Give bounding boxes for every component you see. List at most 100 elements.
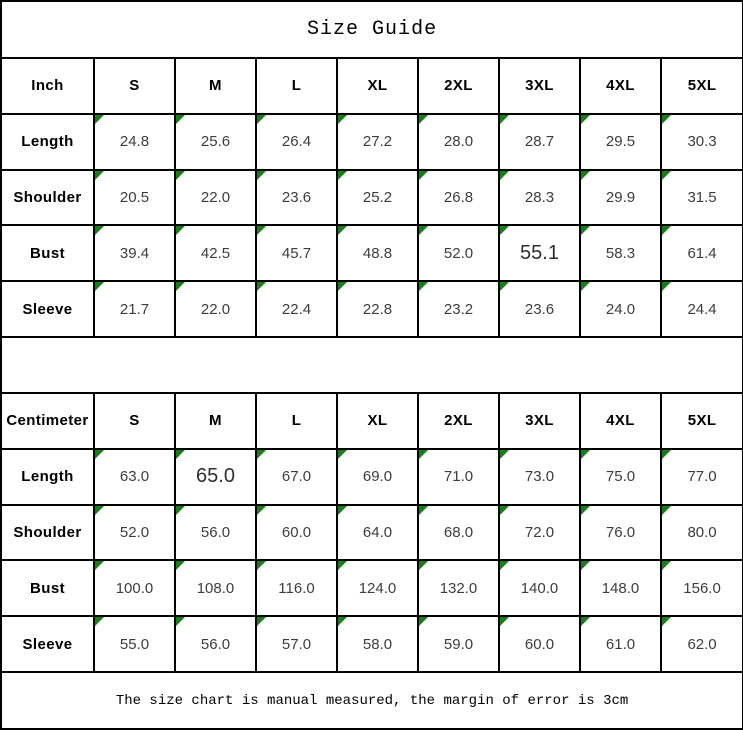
table-row: Shoulder 20.5 22.0 23.6 25.2 26.8 28.3 29.9 31.5 bbox=[0, 168, 743, 227]
unit-header-cell: Centimeter bbox=[0, 391, 95, 450]
table-row: Bust 39.4 42.5 45.7 48.8 52.0 55.1 58.3 61.4 bbox=[0, 224, 743, 283]
green-corner-marker-icon bbox=[258, 450, 266, 459]
size-value-text: 55.0 bbox=[119, 635, 150, 653]
size-value-text: 67.0 bbox=[281, 468, 312, 486]
title-row: Size Guide bbox=[0, 0, 743, 59]
size-value-cell: 22.0 bbox=[174, 280, 257, 339]
measure-label-cell: Sleeve bbox=[0, 280, 95, 339]
size-value-cell: 48.8 bbox=[336, 224, 419, 283]
size-value-cell: 80.0 bbox=[659, 503, 743, 562]
size-header-cell: 5XL bbox=[659, 391, 743, 450]
size-value-cell: 31.5 bbox=[659, 168, 743, 227]
size-value-cell: 71.0 bbox=[417, 447, 500, 506]
green-corner-marker-icon bbox=[339, 562, 347, 571]
size-value-text: 63.0 bbox=[119, 468, 150, 486]
size-value-text: 55.1 bbox=[520, 241, 559, 264]
size-value-text: 24.8 bbox=[119, 133, 150, 151]
green-corner-marker-icon bbox=[258, 283, 266, 292]
size-header-cell: 3XL bbox=[498, 391, 581, 450]
size-value-cell: 76.0 bbox=[579, 503, 662, 562]
green-corner-marker-icon bbox=[177, 283, 185, 292]
size-value-text: 73.0 bbox=[524, 468, 555, 486]
green-corner-marker-icon bbox=[582, 506, 590, 515]
green-corner-marker-icon bbox=[177, 450, 185, 459]
green-corner-marker-icon bbox=[258, 171, 266, 180]
size-value-text: 42.5 bbox=[200, 244, 231, 262]
size-value-text: 25.6 bbox=[200, 133, 231, 151]
size-value-cell: 55.1 bbox=[498, 224, 581, 283]
size-value-cell: 52.0 bbox=[93, 503, 176, 562]
green-corner-marker-icon bbox=[177, 506, 185, 515]
size-value-text: 24.4 bbox=[687, 300, 717, 318]
size-value-cell: 28.0 bbox=[417, 112, 500, 171]
size-value-text: 108.0 bbox=[196, 579, 235, 597]
size-value-text: 22.8 bbox=[362, 300, 393, 318]
size-value-cell: 45.7 bbox=[255, 224, 338, 283]
green-corner-marker-icon bbox=[663, 227, 671, 236]
size-value-text: 58.3 bbox=[605, 244, 636, 262]
green-corner-marker-icon bbox=[420, 227, 428, 236]
green-corner-marker-icon bbox=[420, 115, 428, 124]
size-header-row: Inch S M L XL 2XL 3XL 4XL 5XL bbox=[0, 56, 743, 115]
green-corner-marker-icon bbox=[96, 171, 104, 180]
green-corner-marker-icon bbox=[96, 115, 104, 124]
green-corner-marker-icon bbox=[420, 562, 428, 571]
size-value-text: 26.4 bbox=[281, 133, 312, 151]
size-value-text: 116.0 bbox=[278, 579, 315, 597]
size-value-cell: 20.5 bbox=[93, 168, 176, 227]
size-value-cell: 22.4 bbox=[255, 280, 338, 339]
size-value-text: 45.7 bbox=[281, 244, 312, 262]
table-gap-row bbox=[0, 336, 743, 394]
size-value-text: 58.0 bbox=[362, 635, 393, 653]
green-corner-marker-icon bbox=[96, 450, 104, 459]
size-header-cell: XL bbox=[336, 391, 419, 450]
green-corner-marker-icon bbox=[582, 283, 590, 292]
size-value-cell: 29.9 bbox=[579, 168, 662, 227]
measure-label-cell: Shoulder bbox=[0, 503, 95, 562]
size-value-text: 23.2 bbox=[443, 300, 474, 318]
green-corner-marker-icon bbox=[582, 562, 590, 571]
green-corner-marker-icon bbox=[501, 450, 509, 459]
green-corner-marker-icon bbox=[258, 227, 266, 236]
green-corner-marker-icon bbox=[663, 171, 671, 180]
size-value-cell: 25.2 bbox=[336, 168, 419, 227]
green-corner-marker-icon bbox=[420, 618, 428, 627]
size-value-text: 56.0 bbox=[200, 635, 231, 653]
size-value-text: 28.3 bbox=[524, 188, 555, 206]
green-corner-marker-icon bbox=[663, 506, 671, 515]
size-value-text: 28.0 bbox=[443, 133, 474, 151]
size-value-text: 31.5 bbox=[687, 188, 717, 206]
size-value-text: 68.0 bbox=[443, 523, 474, 541]
size-value-text: 64.0 bbox=[362, 523, 393, 541]
size-header-cell: M bbox=[174, 391, 257, 450]
size-value-text: 28.7 bbox=[524, 133, 555, 151]
size-value-cell: 67.0 bbox=[255, 447, 338, 506]
measure-label-cell: Sleeve bbox=[0, 615, 95, 674]
size-value-cell: 56.0 bbox=[174, 503, 257, 562]
size-value-cell: 23.6 bbox=[255, 168, 338, 227]
green-corner-marker-icon bbox=[501, 171, 509, 180]
green-corner-marker-icon bbox=[663, 450, 671, 459]
size-value-text: 77.0 bbox=[687, 468, 717, 486]
size-value-cell: 75.0 bbox=[579, 447, 662, 506]
size-value-text: 52.0 bbox=[119, 523, 150, 541]
size-value-text: 48.8 bbox=[362, 244, 393, 262]
size-value-text: 60.0 bbox=[524, 635, 555, 653]
size-value-text: 22.4 bbox=[281, 300, 312, 318]
size-value-text: 61.0 bbox=[605, 635, 636, 653]
size-value-text: 27.2 bbox=[362, 133, 393, 151]
footer-row: The size chart is manual measured, the m… bbox=[0, 671, 743, 730]
green-corner-marker-icon bbox=[582, 618, 590, 627]
green-corner-marker-icon bbox=[501, 506, 509, 515]
measure-label-cell: Length bbox=[0, 447, 95, 506]
green-corner-marker-icon bbox=[177, 227, 185, 236]
size-header-cell: M bbox=[174, 56, 257, 115]
size-header-cell: L bbox=[255, 391, 338, 450]
table-row: Length 24.8 25.6 26.4 27.2 28.0 28.7 29.5 30.3 bbox=[0, 112, 743, 171]
green-corner-marker-icon bbox=[258, 115, 266, 124]
size-value-text: 20.5 bbox=[119, 188, 150, 206]
size-value-cell: 62.0 bbox=[659, 615, 743, 674]
table-row: Sleeve 55.0 56.0 57.0 58.0 59.0 60.0 61.0 62.0 bbox=[0, 615, 743, 674]
green-corner-marker-icon bbox=[501, 115, 509, 124]
